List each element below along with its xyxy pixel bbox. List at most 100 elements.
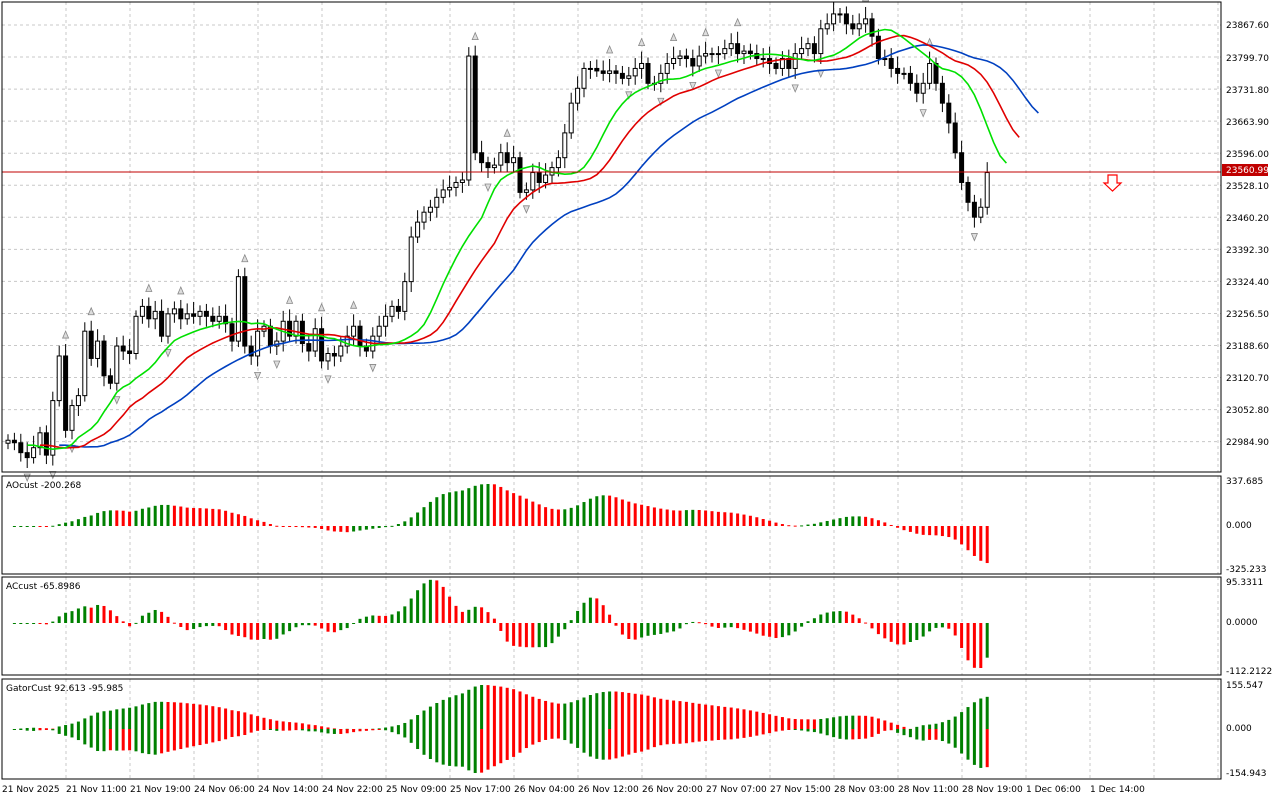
gator-pane[interactable] — [1, 678, 1222, 780]
ao-bar — [281, 526, 285, 527]
ao-bar — [704, 510, 708, 526]
gator-upper-bar — [153, 701, 157, 729]
gator-upper-bar — [896, 724, 900, 729]
ac-bar — [12, 623, 16, 624]
ao-bar — [364, 526, 368, 530]
gator-lower-bar — [326, 729, 330, 734]
bull-candle — [427, 206, 433, 213]
gator-upper-bar — [25, 727, 29, 729]
gator-upper-bar — [883, 720, 887, 729]
fractal-up-icon — [733, 17, 742, 27]
bear-candle — [63, 355, 69, 431]
gator-upper-bar — [531, 696, 535, 729]
bull-candle — [95, 340, 101, 359]
gator-lower-bar — [44, 729, 48, 730]
ac-bar — [896, 623, 900, 645]
bull-candle — [728, 43, 734, 50]
ac-bar — [505, 623, 509, 642]
gator-lower-bar — [512, 729, 516, 757]
ao-title: AOcust -200.268 — [6, 481, 82, 491]
ac-bar — [864, 622, 868, 624]
gator-lower-bar — [307, 729, 311, 732]
ac-bar — [928, 623, 932, 632]
bear-candle — [971, 201, 977, 218]
gator-upper-bar — [70, 723, 74, 729]
ac-bar — [595, 598, 599, 623]
bull-candle — [760, 58, 766, 61]
gator-lower-bar — [972, 729, 976, 765]
bear-candle — [178, 308, 184, 320]
gator-upper-bar — [716, 706, 720, 729]
gator-lower-bar — [563, 729, 567, 741]
bear-candle — [319, 328, 325, 362]
ac-bar — [326, 623, 330, 632]
ao-bar — [371, 526, 375, 529]
gator-upper-bar — [915, 726, 919, 729]
bear-candle — [210, 315, 216, 322]
ao-bar — [460, 490, 464, 526]
time-tick: 24 Nov 22:00 — [322, 785, 383, 795]
gator-lower-bar — [467, 729, 471, 771]
bear-candle — [127, 350, 133, 354]
bull-candle — [408, 236, 414, 283]
ao-bar — [230, 512, 234, 526]
ao-pane[interactable] — [1, 475, 1222, 575]
bull-candle — [114, 345, 120, 384]
gator-upper-bar — [435, 703, 439, 729]
ao-bar — [480, 484, 484, 526]
fractal-up-icon — [637, 37, 646, 46]
alligator-jaw-line — [59, 44, 1039, 448]
price-axis[interactable]: 23867.60 23799.70 23731.80 23663.90 2359… — [1226, 21, 1269, 448]
time-axis[interactable]: 21 Nov 2025 21 Nov 11:00 21 Nov 19:00 24… — [2, 785, 1145, 795]
fractal-down-icon — [484, 183, 492, 193]
bull-candle — [984, 172, 990, 208]
gator-upper-bar — [960, 712, 964, 729]
gator-lower-bar — [409, 729, 413, 743]
ac-bar — [300, 623, 304, 626]
bull-candle — [607, 70, 613, 74]
ac-bar — [44, 623, 48, 625]
ao-bar — [908, 526, 912, 532]
gator-upper-bar — [121, 708, 125, 729]
bear-candle — [907, 72, 913, 84]
ac-bar — [358, 618, 362, 623]
gator-upper-bar — [249, 714, 253, 729]
price-tick: 23731.80 — [1226, 86, 1269, 96]
ao-bar — [499, 486, 503, 526]
ac-bar — [947, 623, 951, 629]
bull-candle — [568, 102, 574, 134]
gator-upper-bar — [44, 728, 48, 730]
ac-bar — [787, 623, 791, 636]
gator-upper-bar — [659, 698, 663, 729]
ao-tick: -325.233 — [1226, 565, 1266, 575]
ao-bar — [544, 507, 548, 526]
gator-lower-bar — [320, 729, 324, 733]
ac-bar — [524, 623, 528, 648]
ac-bar — [236, 623, 240, 636]
ao-bar — [486, 484, 490, 526]
ao-bar — [556, 509, 560, 526]
time-tick: 1 Dec 06:00 — [1026, 785, 1081, 795]
gator-upper-bar — [934, 723, 938, 729]
bull-candle — [75, 395, 81, 407]
gator-lower-bar — [384, 729, 388, 731]
ac-bar — [620, 623, 624, 635]
gator-lower-bar — [492, 729, 496, 767]
ao-bar — [249, 518, 253, 526]
gator-lower-bar — [883, 729, 887, 731]
bear-candle — [735, 43, 741, 55]
gator-lower-bar — [646, 729, 650, 750]
gator-upper-bar — [640, 694, 644, 729]
ao-tick: 0.000 — [1226, 521, 1252, 531]
bull-candle — [171, 308, 177, 315]
ac-bar — [518, 623, 522, 647]
main-pane[interactable] — [1, 1, 1222, 473]
gator-upper-bar — [422, 710, 426, 729]
gator-lower-bar — [889, 729, 893, 731]
fractal-up-icon — [241, 253, 249, 263]
fractal-down-icon — [273, 360, 281, 370]
gator-lower-bar — [985, 729, 989, 768]
ac-bar — [19, 623, 23, 624]
ac-pane[interactable] — [1, 576, 1222, 676]
